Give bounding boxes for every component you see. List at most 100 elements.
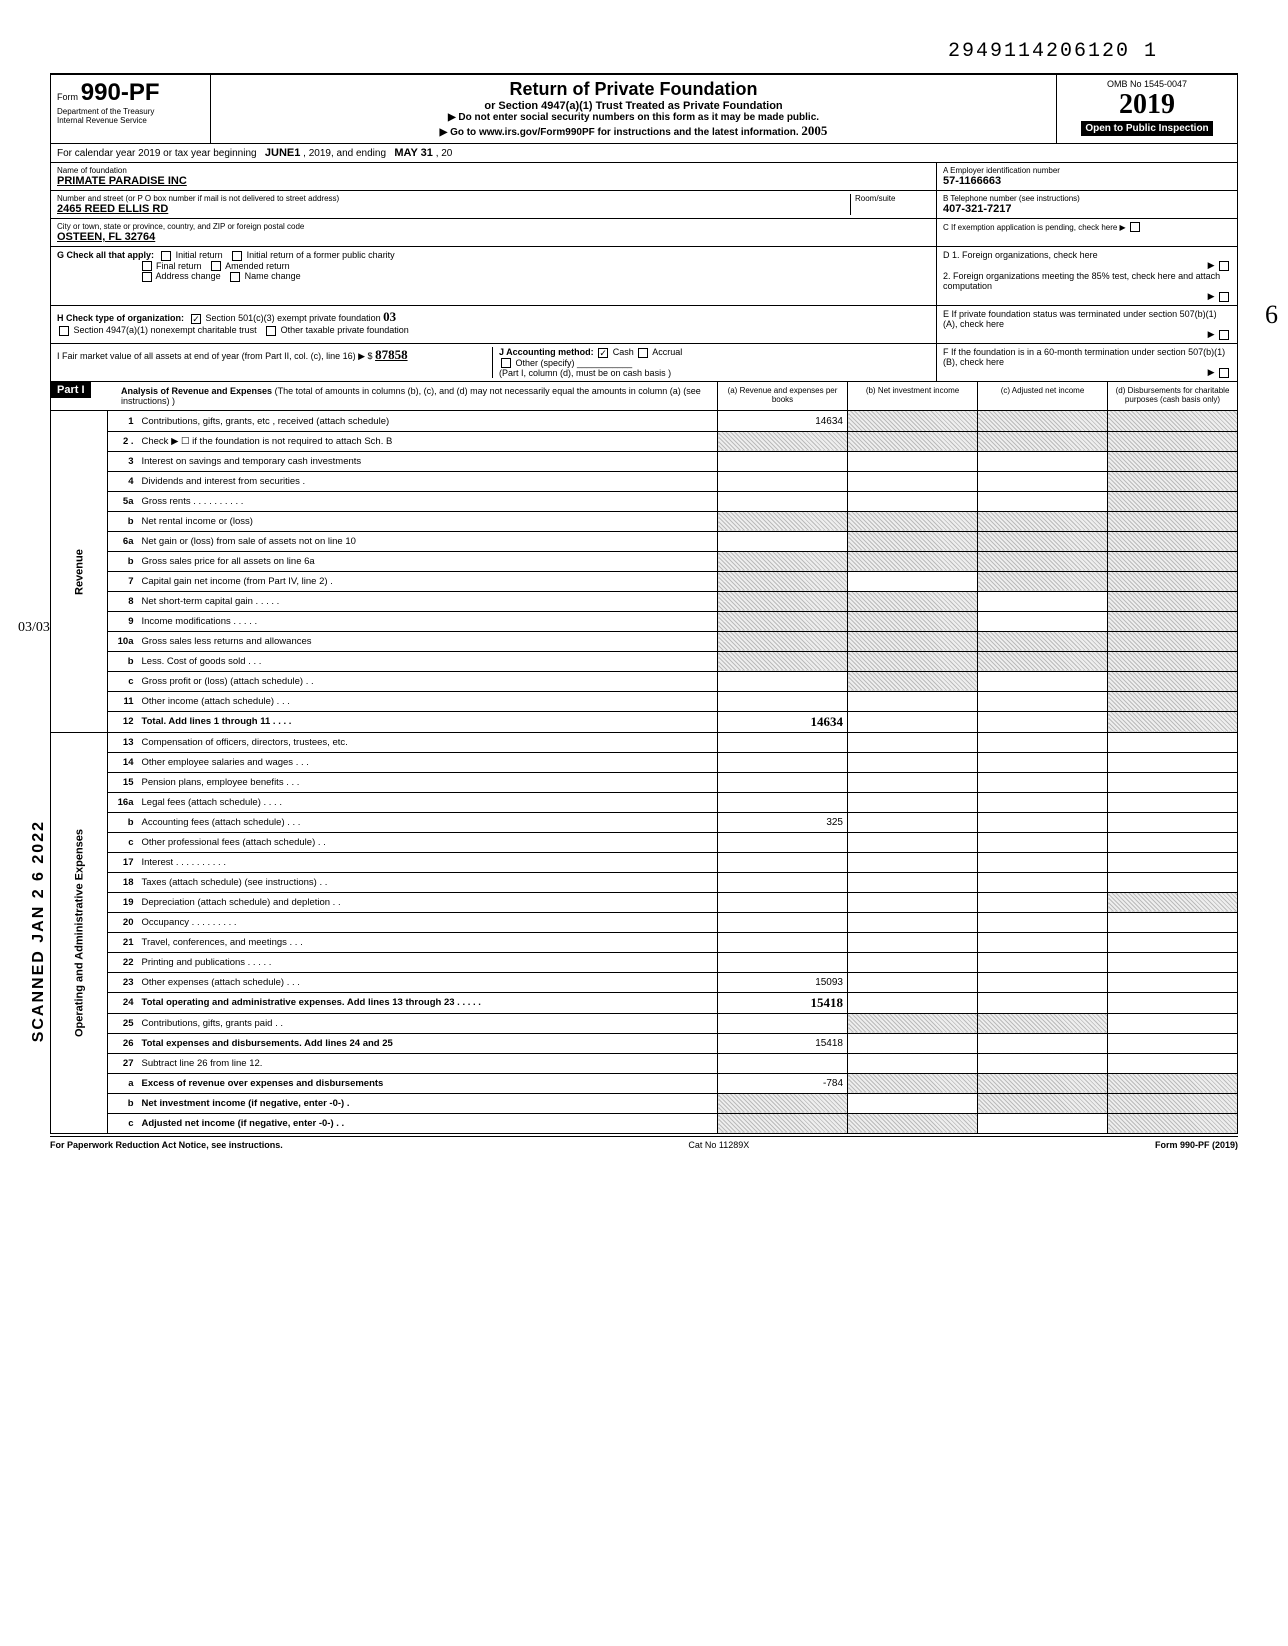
line-value-col-d bbox=[1108, 591, 1238, 611]
line-value-col-b bbox=[848, 651, 978, 671]
h-opt-1: Section 501(c)(3) exempt private foundat… bbox=[206, 313, 381, 323]
line-value-col-c bbox=[978, 872, 1108, 892]
d1-checkbox[interactable] bbox=[1219, 261, 1229, 271]
table-row: aExcess of revenue over expenses and dis… bbox=[51, 1073, 1238, 1093]
g-opt-5: Name change bbox=[245, 271, 301, 281]
e-checkbox[interactable] bbox=[1219, 330, 1229, 340]
line-number: 1 bbox=[108, 411, 138, 431]
line-value-col-c bbox=[978, 1053, 1108, 1073]
line-number: 22 bbox=[108, 952, 138, 972]
handwritten-2005: 2005 bbox=[801, 123, 827, 138]
part1-lines-table: Revenue1Contributions, gifts, grants, et… bbox=[50, 411, 1238, 1134]
line-value-col-c bbox=[978, 992, 1108, 1013]
footer-left: For Paperwork Reduction Act Notice, see … bbox=[50, 1140, 283, 1150]
form-header: Form 990-PF Department of the Treasury I… bbox=[50, 73, 1238, 144]
g-name-change-checkbox[interactable] bbox=[230, 272, 240, 282]
line-description: Net investment income (if negative, ente… bbox=[138, 1093, 718, 1113]
margin-fraction: 03/03 bbox=[18, 620, 50, 636]
table-row: 12Total. Add lines 1 through 11 . . . .1… bbox=[51, 711, 1238, 732]
g-amended-checkbox[interactable] bbox=[211, 261, 221, 271]
address-phone-row: Number and street (or P O box number if … bbox=[50, 191, 1238, 219]
line-value-col-d bbox=[1108, 992, 1238, 1013]
j-other-checkbox[interactable] bbox=[501, 358, 511, 368]
line-value-col-c bbox=[978, 451, 1108, 471]
line-description: Adjusted net income (if negative, enter … bbox=[138, 1113, 718, 1133]
line-value-col-c bbox=[978, 1033, 1108, 1053]
line-value-col-b bbox=[848, 752, 978, 772]
line-value-col-d bbox=[1108, 912, 1238, 932]
h-other-checkbox[interactable] bbox=[266, 326, 276, 336]
line-value-col-a bbox=[718, 631, 848, 651]
table-row: 22Printing and publications . . . . . bbox=[51, 952, 1238, 972]
part1-label: Part I bbox=[51, 382, 91, 398]
line-value-col-d bbox=[1108, 411, 1238, 431]
line-description: Interest . . . . . . . . . . bbox=[138, 852, 718, 872]
phone-value: 407-321-7217 bbox=[943, 203, 1231, 215]
line-value-col-a bbox=[718, 932, 848, 952]
f-checkbox[interactable] bbox=[1219, 368, 1229, 378]
line-value-col-b bbox=[848, 872, 978, 892]
line-description: Less. Cost of goods sold . . . bbox=[138, 651, 718, 671]
line-value-col-d bbox=[1108, 571, 1238, 591]
handwritten-6: 6 bbox=[1265, 300, 1278, 330]
line-description: Excess of revenue over expenses and disb… bbox=[138, 1073, 718, 1093]
g-opt-4: Address change bbox=[156, 271, 221, 281]
line-value-col-d bbox=[1108, 671, 1238, 691]
line-description: Pension plans, employee benefits . . . bbox=[138, 772, 718, 792]
line-value-col-d bbox=[1108, 691, 1238, 711]
line-value-col-a bbox=[718, 1093, 848, 1113]
line-value-col-c bbox=[978, 551, 1108, 571]
d2-checkbox[interactable] bbox=[1219, 292, 1229, 302]
c-checkbox[interactable] bbox=[1130, 222, 1140, 232]
line-value-col-b bbox=[848, 1033, 978, 1053]
line-description: Income modifications . . . . . bbox=[138, 611, 718, 631]
table-row: 4Dividends and interest from securities … bbox=[51, 471, 1238, 491]
table-row: 16aLegal fees (attach schedule) . . . . bbox=[51, 792, 1238, 812]
line-value-col-d bbox=[1108, 892, 1238, 912]
line-value-col-c bbox=[978, 912, 1108, 932]
g-final-return-checkbox[interactable] bbox=[142, 261, 152, 271]
line-description: Net gain or (loss) from sale of assets n… bbox=[138, 531, 718, 551]
line-number: 18 bbox=[108, 872, 138, 892]
fiscal-begin: JUNE1 bbox=[265, 147, 300, 159]
g-address-change-checkbox[interactable] bbox=[142, 272, 152, 282]
line-value-col-a bbox=[718, 872, 848, 892]
line-description: Contributions, gifts, grants, etc , rece… bbox=[138, 411, 718, 431]
j-accrual-checkbox[interactable] bbox=[638, 348, 648, 358]
line-value-col-a: 15093 bbox=[718, 972, 848, 992]
part1-col-d: (d) Disbursements for charitable purpose… bbox=[1107, 382, 1237, 410]
line-value-col-a bbox=[718, 1113, 848, 1133]
line-value-col-b bbox=[848, 1053, 978, 1073]
g-initial-return-checkbox[interactable] bbox=[161, 251, 171, 261]
table-row: 17Interest . . . . . . . . . . bbox=[51, 852, 1238, 872]
h-501c3-checkbox[interactable] bbox=[191, 314, 201, 324]
line-description: Total operating and administrative expen… bbox=[138, 992, 718, 1013]
line-value-col-b bbox=[848, 571, 978, 591]
line-value-col-c bbox=[978, 671, 1108, 691]
line-number: 19 bbox=[108, 892, 138, 912]
line-value-col-b bbox=[848, 511, 978, 531]
line-number: 6a bbox=[108, 531, 138, 551]
line-value-col-d bbox=[1108, 812, 1238, 832]
line-value-col-c bbox=[978, 792, 1108, 812]
table-row: 20Occupancy . . . . . . . . . bbox=[51, 912, 1238, 932]
c-label: C If exemption application is pending, c… bbox=[943, 223, 1126, 232]
line-value-col-a bbox=[718, 571, 848, 591]
line-number: 15 bbox=[108, 772, 138, 792]
j-cash-checkbox[interactable] bbox=[598, 348, 608, 358]
line-value-col-a bbox=[718, 551, 848, 571]
line-number: 9 bbox=[108, 611, 138, 631]
line-value-col-c bbox=[978, 511, 1108, 531]
j-note: (Part I, column (d), must be on cash bas… bbox=[499, 368, 671, 378]
footer-mid: Cat No 11289X bbox=[688, 1140, 749, 1150]
line-number: 17 bbox=[108, 852, 138, 872]
line-value-col-b bbox=[848, 691, 978, 711]
line-value-col-a bbox=[718, 611, 848, 631]
line-value-col-b bbox=[848, 451, 978, 471]
h-4947-checkbox[interactable] bbox=[59, 326, 69, 336]
line-value-col-c bbox=[978, 611, 1108, 631]
line-value-col-c bbox=[978, 431, 1108, 451]
line-value-col-a bbox=[718, 531, 848, 551]
line-value-col-d bbox=[1108, 1113, 1238, 1133]
g-initial-former-checkbox[interactable] bbox=[232, 251, 242, 261]
